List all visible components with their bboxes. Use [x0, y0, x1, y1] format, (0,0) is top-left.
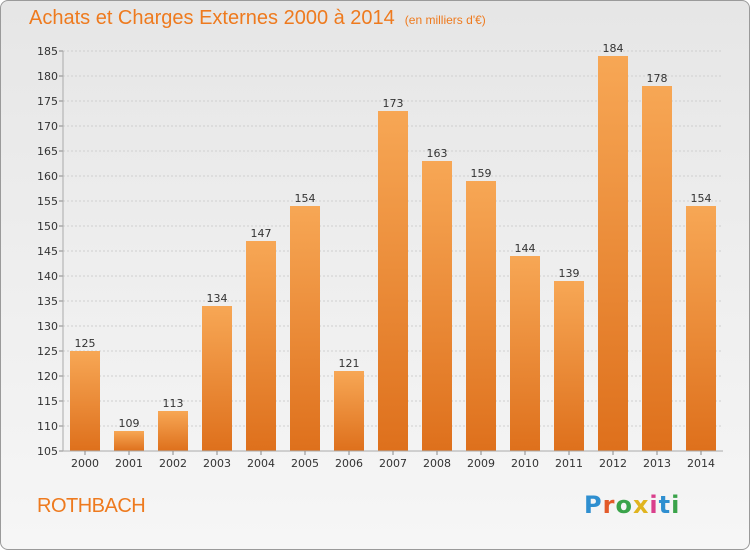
bar-2002[interactable]	[158, 411, 188, 451]
bar-2001[interactable]	[114, 431, 144, 451]
y-tick-label: 145	[37, 245, 58, 258]
bars	[70, 56, 716, 451]
x-tick-label: 2012	[599, 457, 627, 470]
bar-2006[interactable]	[334, 371, 364, 451]
logo-letter: t	[658, 491, 672, 519]
bar-2007[interactable]	[378, 111, 408, 451]
chart-title: Achats et Charges Externes 2000 à 2014 (e…	[29, 7, 486, 30]
data-label-2003: 134	[207, 292, 228, 305]
bar-2004[interactable]	[246, 241, 276, 451]
y-tick-label: 175	[37, 95, 58, 108]
bar-2008[interactable]	[422, 161, 452, 451]
data-label-2014: 154	[691, 192, 712, 205]
data-label-2000: 125	[75, 337, 96, 350]
y-tick-label: 185	[37, 45, 58, 58]
x-tick-label: 2002	[159, 457, 187, 470]
bar-2003[interactable]	[202, 306, 232, 451]
data-label-2002: 113	[163, 397, 184, 410]
y-tick-label: 160	[37, 170, 58, 183]
y-tick-label: 150	[37, 220, 58, 233]
bar-2011[interactable]	[554, 281, 584, 451]
bar-2009[interactable]	[466, 181, 496, 451]
commune-name: ROTHBACH	[37, 495, 146, 517]
data-label-2008: 163	[427, 147, 448, 160]
x-tick-label: 2010	[511, 457, 539, 470]
bar-2010[interactable]	[510, 256, 540, 451]
data-label-2010: 144	[515, 242, 536, 255]
y-tick-label: 170	[37, 120, 58, 133]
x-tick-label: 2006	[335, 457, 363, 470]
logo-letter: i	[649, 491, 659, 519]
proxiti-logo[interactable]: Proxiti	[584, 491, 680, 519]
title-text: Achats et Charges Externes 2000 à 2014	[29, 7, 395, 29]
y-tick-label: 130	[37, 320, 58, 333]
bar-2014[interactable]	[686, 206, 716, 451]
x-tick-label: 2003	[203, 457, 231, 470]
data-label-2001: 109	[119, 417, 140, 430]
data-label-2006: 121	[339, 357, 360, 370]
x-tick-label: 2000	[71, 457, 99, 470]
logo-letter: r	[602, 491, 616, 519]
y-tick-label: 140	[37, 270, 58, 283]
data-label-2013: 178	[647, 72, 668, 85]
logo-letter: x	[632, 491, 650, 519]
data-label-2007: 173	[383, 97, 404, 110]
y-tick-label: 105	[37, 445, 58, 458]
data-label-2005: 154	[295, 192, 316, 205]
y-tick-label: 165	[37, 145, 58, 158]
bar-2000[interactable]	[70, 351, 100, 451]
y-tick-label: 115	[37, 395, 58, 408]
logo-letter: P	[584, 491, 603, 519]
data-label-2011: 139	[559, 267, 580, 280]
y-tick-label: 125	[37, 345, 58, 358]
bar-2005[interactable]	[290, 206, 320, 451]
y-tick-label: 155	[37, 195, 58, 208]
logo-letter: o	[615, 491, 633, 519]
y-tick-label: 110	[37, 420, 58, 433]
x-tick-label: 2014	[687, 457, 715, 470]
logo-letter: i	[671, 491, 681, 519]
y-tick-label: 135	[37, 295, 58, 308]
bar-2013[interactable]	[642, 86, 672, 451]
bar-2012[interactable]	[598, 56, 628, 451]
x-tick-label: 2013	[643, 457, 671, 470]
data-label-2004: 147	[251, 227, 272, 240]
chart-subtitle: (en milliers d'€)	[404, 13, 486, 27]
data-label-2009: 159	[471, 167, 492, 180]
y-tick-label: 120	[37, 370, 58, 383]
x-tick-label: 2004	[247, 457, 275, 470]
y-tick-label: 180	[37, 70, 58, 83]
data-labels: 125 109 113 134 147 154 121 173 163 159 144 139 184 1…	[75, 42, 712, 430]
x-tick-label: 2007	[379, 457, 407, 470]
data-label-2012: 184	[603, 42, 624, 55]
x-tick-label: 2001	[115, 457, 143, 470]
x-tick-label: 2011	[555, 457, 583, 470]
x-tick-label: 2005	[291, 457, 319, 470]
x-tick-label: 2008	[423, 457, 451, 470]
x-tick-label: 2009	[467, 457, 495, 470]
y-axis: 105 110 115 120 125 130 135 140 145 150 155 160 165 1…	[37, 45, 64, 458]
x-axis: 2000 2001 2002 2003 2004 2005 2006 2007 2008 2009…	[63, 450, 723, 470]
